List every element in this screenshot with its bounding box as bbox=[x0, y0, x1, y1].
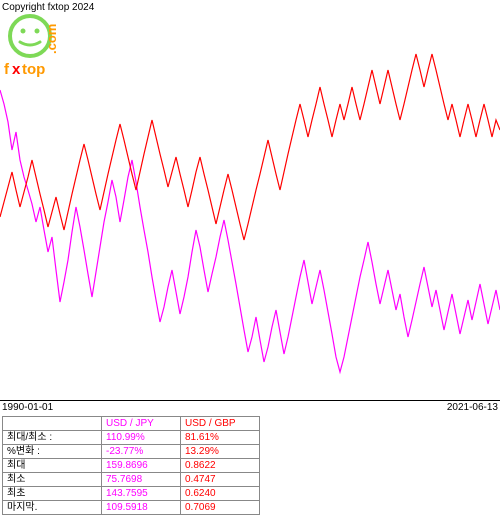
chart-container: Copyright fxtop 2024 f x top .com 1990-0… bbox=[0, 0, 500, 500]
row-label: 최초 bbox=[3, 487, 102, 501]
table-row: 마지막.109.59180.7069 bbox=[3, 501, 260, 515]
table-row: 최대159.86960.8622 bbox=[3, 459, 260, 473]
header-blank bbox=[3, 417, 102, 431]
cell-usdgbp: 0.6240 bbox=[181, 487, 260, 501]
table-row: 최대/최소 :110.99%81.61% bbox=[3, 431, 260, 445]
cell-usdjpy: 143.7595 bbox=[102, 487, 181, 501]
table-row: 최소75.76980.4747 bbox=[3, 473, 260, 487]
cell-usdjpy: 75.7698 bbox=[102, 473, 181, 487]
cell-usdgbp: 13.29% bbox=[181, 445, 260, 459]
cell-usdjpy: -23.77% bbox=[102, 445, 181, 459]
row-label: 최대/최소 : bbox=[3, 431, 102, 445]
table-header-row: USD / JPY USD / GBP bbox=[3, 417, 260, 431]
series-line bbox=[0, 90, 500, 372]
row-label: 마지막. bbox=[3, 501, 102, 515]
chart-svg bbox=[0, 12, 500, 400]
table-row: %변화 :-23.77%13.29% bbox=[3, 445, 260, 459]
row-label: 최소 bbox=[3, 473, 102, 487]
row-label: 최대 bbox=[3, 459, 102, 473]
row-label: %변화 : bbox=[3, 445, 102, 459]
x-axis-start: 1990-01-01 bbox=[2, 402, 53, 413]
x-axis-end: 2021-06-13 bbox=[447, 402, 498, 413]
header-usdjpy: USD / JPY bbox=[102, 417, 181, 431]
cell-usdjpy: 159.8696 bbox=[102, 459, 181, 473]
cell-usdjpy: 110.99% bbox=[102, 431, 181, 445]
stats-table: USD / JPY USD / GBP 최대/최소 :110.99%81.61%… bbox=[2, 416, 260, 515]
chart-area bbox=[0, 12, 500, 401]
table-row: 최초143.75950.6240 bbox=[3, 487, 260, 501]
cell-usdgbp: 81.61% bbox=[181, 431, 260, 445]
cell-usdgbp: 0.7069 bbox=[181, 501, 260, 515]
header-usdgbp: USD / GBP bbox=[181, 417, 260, 431]
cell-usdjpy: 109.5918 bbox=[102, 501, 181, 515]
cell-usdgbp: 0.8622 bbox=[181, 459, 260, 473]
cell-usdgbp: 0.4747 bbox=[181, 473, 260, 487]
